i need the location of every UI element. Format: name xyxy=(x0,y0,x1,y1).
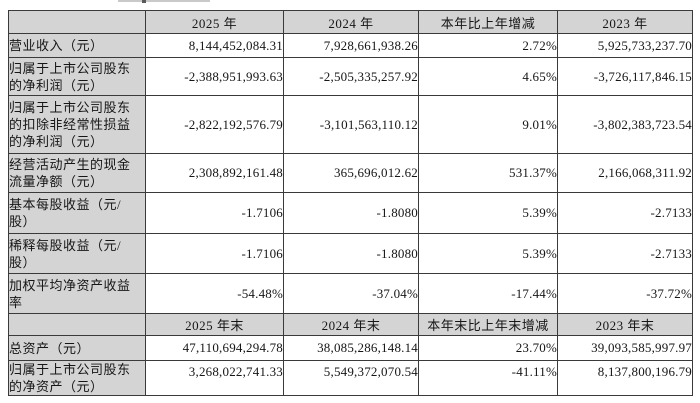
value-2023: -3,726,117,846.15 xyxy=(557,57,693,96)
value-yoy-change: -17.44% xyxy=(418,273,558,314)
financial-summary-table: 2025 年 2024 年 本年比上年增减 2023 年 营业收入（元） 8,1… xyxy=(8,10,693,396)
row-label: 经营活动产生的现金 流量净额（元） xyxy=(8,153,146,193)
value-2025: -1.7106 xyxy=(145,192,284,234)
value-2024: -37.04% xyxy=(283,273,419,314)
row-label: 加权平均净资产收益 率 xyxy=(8,273,146,314)
column-header-2024-end: 2024 年末 xyxy=(283,313,419,336)
row-label: 归属于上市公司股东 的净资产（元） xyxy=(8,360,146,396)
value-2024: -3,101,563,110.12 xyxy=(283,95,419,154)
table-row-net-profit-excl-nonrecurring: 归属于上市公司股东 的扣除非经常性损益 的净利润（元） -2,822,192,5… xyxy=(8,95,693,154)
value-yoy-end-change: 23.70% xyxy=(418,335,558,361)
value-2023: 5,925,733,237.70 xyxy=(557,33,693,58)
value-yoy-change: 5.39% xyxy=(418,233,558,274)
value-2023-end: 8,137,800,196.79 xyxy=(557,360,693,396)
table-header-row-year-end: 2025 年末 2024 年末 本年末比上年末增减 2023 年末 xyxy=(8,313,693,336)
row-label: 归属于上市公司股东 的净利润（元） xyxy=(8,57,146,96)
value-2023: 2,166,068,311.92 xyxy=(557,153,693,193)
value-2024: 365,696,012.62 xyxy=(283,153,419,193)
value-2023-end: 39,093,585,997.97 xyxy=(557,335,693,361)
header-empty-cell xyxy=(8,313,146,336)
table-header-row-annual: 2025 年 2024 年 本年比上年增减 2023 年 xyxy=(8,10,693,34)
table-row-weighted-avg-roe: 加权平均净资产收益 率 -54.48% -37.04% -17.44% -37.… xyxy=(8,273,693,314)
value-2025: -54.48% xyxy=(145,273,284,314)
column-header-2025: 2025 年 xyxy=(145,10,284,34)
value-2025-end: 3,268,022,741.33 xyxy=(145,360,284,396)
value-2025-end: 47,110,694,294.78 xyxy=(145,335,284,361)
table-row-revenue: 营业收入（元） 8,144,452,084.31 7,928,661,938.2… xyxy=(8,33,693,58)
row-label: 归属于上市公司股东 的扣除非经常性损益 的净利润（元） xyxy=(8,95,146,154)
value-2025: 2,308,892,161.48 xyxy=(145,153,284,193)
column-header-2025-end: 2025 年末 xyxy=(145,313,284,336)
value-2024: -1.8080 xyxy=(283,192,419,234)
cropped-text-artifact xyxy=(118,0,210,2)
value-2023: -2.7133 xyxy=(557,192,693,234)
column-header-2023: 2023 年 xyxy=(557,10,693,34)
table-row-total-assets: 总资产（元） 47,110,694,294.78 38,085,286,148.… xyxy=(8,335,693,361)
column-header-yoy-change: 本年比上年增减 xyxy=(418,10,558,34)
value-yoy-change: 9.01% xyxy=(418,95,558,154)
value-2024-end: 38,085,286,148.14 xyxy=(283,335,419,361)
value-2024-end: 5,549,372,070.54 xyxy=(283,360,419,396)
table-row-net-profit: 归属于上市公司股东 的净利润（元） -2,388,951,993.63 -2,5… xyxy=(8,57,693,96)
row-label: 稀释每股收益（元/ 股） xyxy=(8,233,146,274)
table-row-diluted-eps: 稀释每股收益（元/ 股） -1.7106 -1.8080 5.39% -2.71… xyxy=(8,233,693,274)
row-label: 基本每股收益（元/ 股） xyxy=(8,192,146,234)
value-2023: -3,802,383,723.54 xyxy=(557,95,693,154)
row-label: 营业收入（元） xyxy=(8,33,146,58)
value-2024: 7,928,661,938.26 xyxy=(283,33,419,58)
table-row-net-assets: 归属于上市公司股东 的净资产（元） 3,268,022,741.33 5,549… xyxy=(8,360,693,396)
value-2024: -1.8080 xyxy=(283,233,419,274)
value-yoy-change: 4.65% xyxy=(418,57,558,96)
value-2025: -2,388,951,993.63 xyxy=(145,57,284,96)
value-yoy-change: 5.39% xyxy=(418,192,558,234)
cropped-text-artifact-tick xyxy=(142,0,146,3)
value-2023: -37.72% xyxy=(557,273,693,314)
column-header-yoy-end-change: 本年末比上年末增减 xyxy=(418,313,558,336)
column-header-2024: 2024 年 xyxy=(283,10,419,34)
table-row-operating-cash-flow: 经营活动产生的现金 流量净额（元） 2,308,892,161.48 365,6… xyxy=(8,153,693,193)
header-empty-cell xyxy=(8,10,146,34)
row-label: 总资产（元） xyxy=(8,335,146,361)
value-yoy-change: 531.37% xyxy=(418,153,558,193)
financial-summary-table-wrapper: 2025 年 2024 年 本年比上年增减 2023 年 营业收入（元） 8,1… xyxy=(8,10,693,396)
value-2025: -2,822,192,576.79 xyxy=(145,95,284,154)
column-header-2023-end: 2023 年末 xyxy=(557,313,693,336)
value-2023: -2.7133 xyxy=(557,233,693,274)
value-2024: -2,505,335,257.92 xyxy=(283,57,419,96)
value-2025: -1.7106 xyxy=(145,233,284,274)
table-row-basic-eps: 基本每股收益（元/ 股） -1.7106 -1.8080 5.39% -2.71… xyxy=(8,192,693,234)
value-yoy-change: 2.72% xyxy=(418,33,558,58)
value-2025: 8,144,452,084.31 xyxy=(145,33,284,58)
value-yoy-end-change: -41.11% xyxy=(418,360,558,396)
